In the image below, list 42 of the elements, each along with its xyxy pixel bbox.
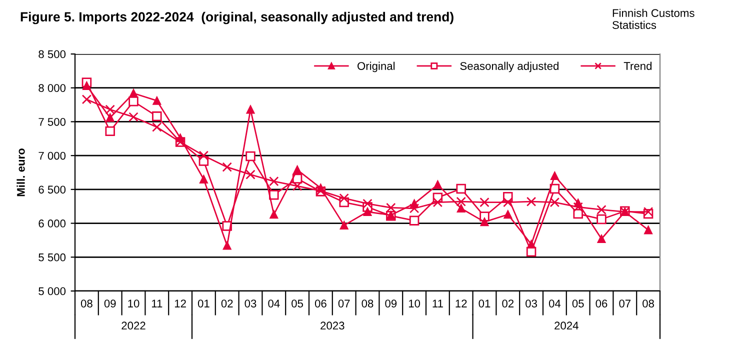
text: 2022 [122,322,146,330]
y-tick-label: 7 500 [38,118,66,126]
y-axis-title: Mill. euro [16,148,25,196]
x-tick-label: 11 [432,300,443,308]
y-tick-label: 5 000 [38,287,66,296]
x-tick-label: 03 [244,300,256,308]
text: Finnish Customs Statistics [612,8,694,29]
x-tick-label: 09 [104,300,116,308]
legend-label: Original [358,62,395,72]
x-tick-label: 12 [174,300,186,308]
x-tick-label: 12 [456,300,467,308]
x-tick-label: 07 [338,300,350,308]
x-tick-label: 08 [362,300,374,308]
x-tick-label: 08 [642,300,654,308]
x-tick-label: 11 [152,300,162,308]
x-tick-label: 04 [268,300,280,308]
x-tick-label: 05 [572,300,584,308]
legend-label: Trend [624,62,652,70]
x-tick-label: 10 [408,300,420,308]
x-tick-label: 09 [385,300,397,308]
y-tick-label: 8 500 [38,50,66,58]
x-tick-label: 10 [128,300,140,308]
legend-label: Seasonally adjusted [460,62,558,72]
y-tick-label: 5 500 [38,253,66,262]
y-tick-label: 8 000 [38,84,66,92]
y-tick-label: 7 000 [38,152,66,160]
text: 2023 [320,322,344,330]
y-tick-label: 6 500 [38,186,66,194]
y-tick-label: 6 000 [38,220,66,228]
x-tick-label: 06 [596,300,608,308]
text: 2024 [554,322,578,330]
x-tick-label: 01 [198,300,210,308]
x-tick-label: 05 [292,300,304,308]
x-tick-label: 01 [478,300,490,308]
x-tick-label: 07 [619,300,631,308]
x-tick-label: 08 [80,300,92,308]
x-tick-label: 02 [502,300,514,308]
chart-title: Figure 5. Imports 2022-2024 (original, seasonally adjusted and trend) [20,12,454,24]
x-tick-label: 04 [548,300,561,308]
x-tick-label: 03 [526,300,537,308]
x-tick-label: 06 [314,300,326,308]
x-tick-label: 02 [221,300,233,308]
